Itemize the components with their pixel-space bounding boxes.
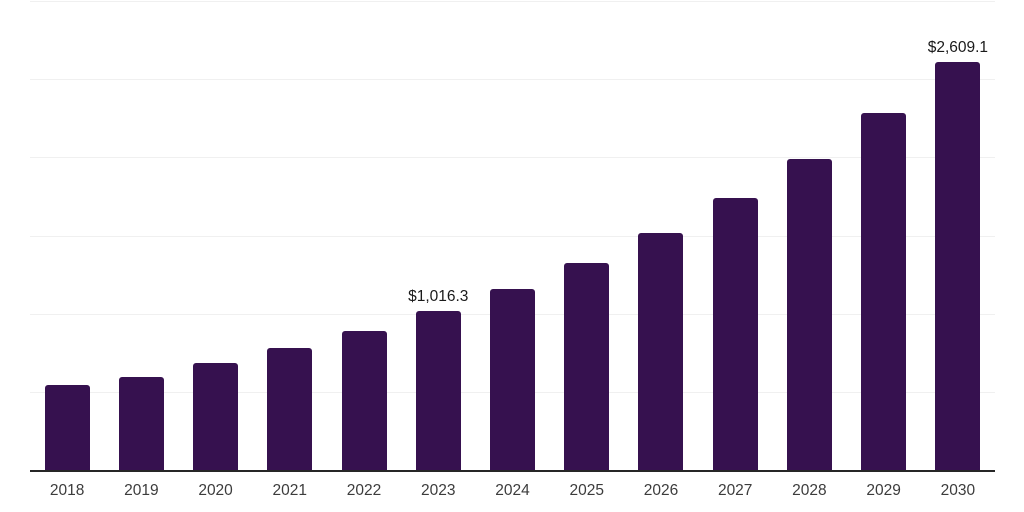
- bar-2023: [415, 311, 461, 470]
- bar-value-label-2023: $1,016.3: [408, 287, 469, 305]
- bar-2022: [341, 330, 387, 470]
- bar-value-label-2030: $2,609.1: [927, 38, 989, 56]
- x-axis-label-2030: 2030: [940, 482, 976, 499]
- bar-2028: [786, 158, 832, 470]
- bar-2019: [118, 376, 164, 470]
- gridline: [30, 1, 995, 2]
- x-axis-label-2028: 2028: [792, 482, 827, 499]
- bar-2024: [490, 289, 535, 470]
- bar-2027: [712, 198, 758, 470]
- bar-2020: [193, 362, 239, 470]
- x-axis-label-2018: 2018: [49, 482, 85, 499]
- x-axis-label-2023: 2023: [421, 482, 456, 499]
- x-axis-label-2019: 2019: [124, 482, 159, 499]
- x-axis-label-2022: 2022: [346, 482, 382, 499]
- x-axis-line: [30, 470, 995, 472]
- x-axis: 2018 2019 2020 2021 2022 2023 2024 2025 2026 2027…: [30, 483, 995, 503]
- bar-2025: [564, 262, 610, 470]
- x-axis-label-2025: 2025: [569, 482, 604, 499]
- x-axis-label-2020: 2020: [198, 482, 233, 499]
- bar-2018: [44, 384, 90, 470]
- x-axis-label-2027: 2027: [717, 482, 753, 499]
- x-axis-label-2029: 2029: [866, 482, 901, 499]
- x-axis-label-2021: 2021: [272, 482, 308, 499]
- gridline: [30, 157, 995, 159]
- bar-2029: [861, 113, 907, 470]
- bar-2021: [267, 348, 313, 470]
- bar-2030: [935, 62, 981, 470]
- x-axis-label-2024: 2024: [495, 482, 530, 499]
- gridline: [30, 79, 995, 81]
- bar-2026: [638, 232, 684, 470]
- gridline: [30, 235, 995, 237]
- x-axis-label-2026: 2026: [643, 482, 679, 499]
- chart-plot-area: $1,016.3 $2,609.1: [30, 1, 995, 472]
